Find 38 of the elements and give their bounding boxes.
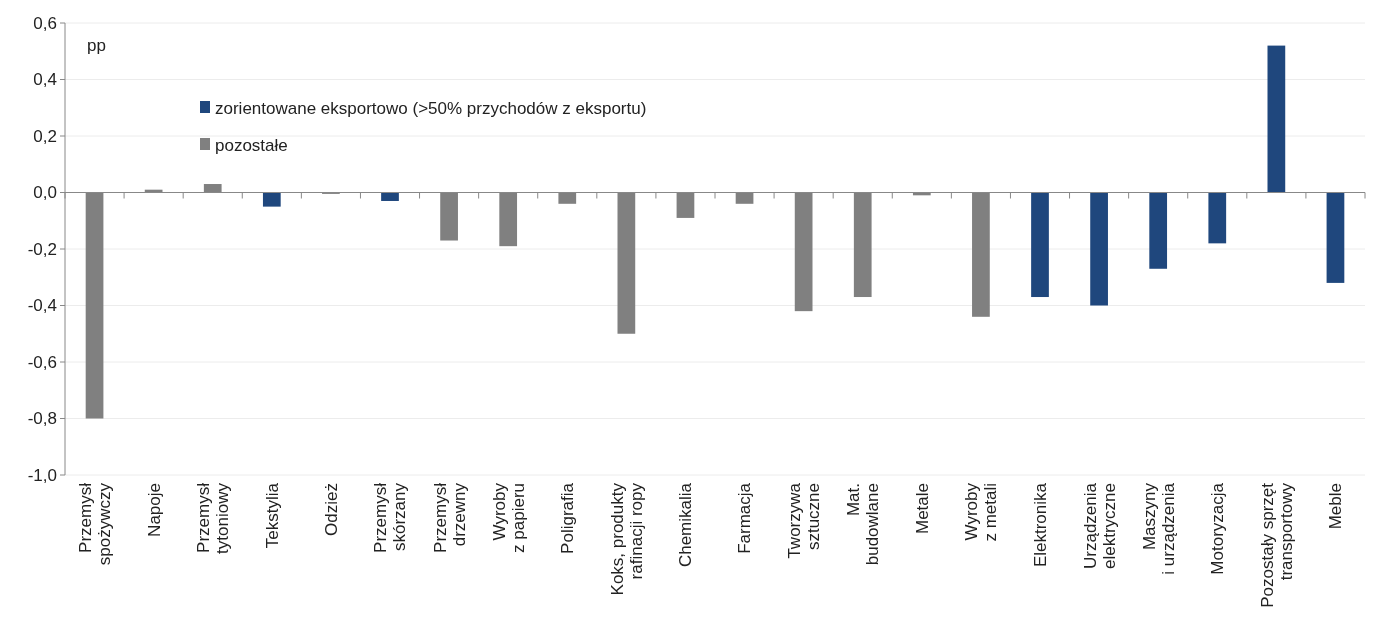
bar (1208, 192, 1227, 244)
x-tick-label: Napoje (144, 483, 164, 537)
x-tick-label: Przemysł skórzany (371, 482, 410, 553)
bar (381, 192, 399, 201)
y-tick-label: 0,0 (33, 183, 57, 203)
y-tick-label: -0,2 (27, 239, 57, 259)
x-tick-label: Tworzywa sztuczne (785, 482, 824, 559)
x-tick-label: Wyroby z metali (962, 482, 1001, 542)
y-tick-label: 0,2 (33, 126, 57, 146)
bar (1326, 192, 1345, 283)
x-tick-label: Przemysł tytoniowy (194, 482, 233, 554)
x-tick-label: Motoryzacja (1208, 482, 1228, 575)
y-tick-label: -0,6 (27, 352, 57, 372)
bar (1031, 192, 1049, 298)
x-tick-label: Odzież (321, 483, 341, 536)
x-tick-label: Poligrafia (558, 482, 578, 554)
x-tick-label: Przemysł spożywczy (76, 482, 114, 566)
x-tick-label: Farmacja (735, 482, 755, 554)
legend-label: pozostałe (215, 135, 288, 155)
annotation: pp (87, 36, 106, 55)
y-tick-label: 0,4 (33, 70, 57, 90)
x-tick-label: Elektronika (1030, 482, 1050, 568)
y-tick-label: 0,6 (33, 13, 57, 33)
x-tick-label: Koks, produkty rafinacji ropy (607, 482, 646, 596)
bar (1090, 192, 1108, 306)
bar (262, 192, 281, 207)
x-tick-label: Chemikalia (676, 482, 696, 568)
bar (1267, 45, 1286, 193)
bar (1149, 192, 1168, 269)
legend-label: zorientowane eksportowo (>50% przychodów z eksportu) (215, 98, 647, 118)
y-tick-label: -0,4 (27, 296, 57, 316)
x-tick-label: Metale (912, 483, 932, 535)
x-tick-label: Pozostały sprzęt transportowy (1257, 482, 1296, 608)
x-tick-label: Tekstylia (262, 482, 282, 549)
y-tick-label: -1,0 (27, 465, 57, 485)
x-tick-label: Meble (1326, 483, 1346, 530)
x-tick-label: Urządzenia elektryczne (1080, 482, 1119, 569)
y-tick-label: -0,8 (27, 409, 57, 429)
